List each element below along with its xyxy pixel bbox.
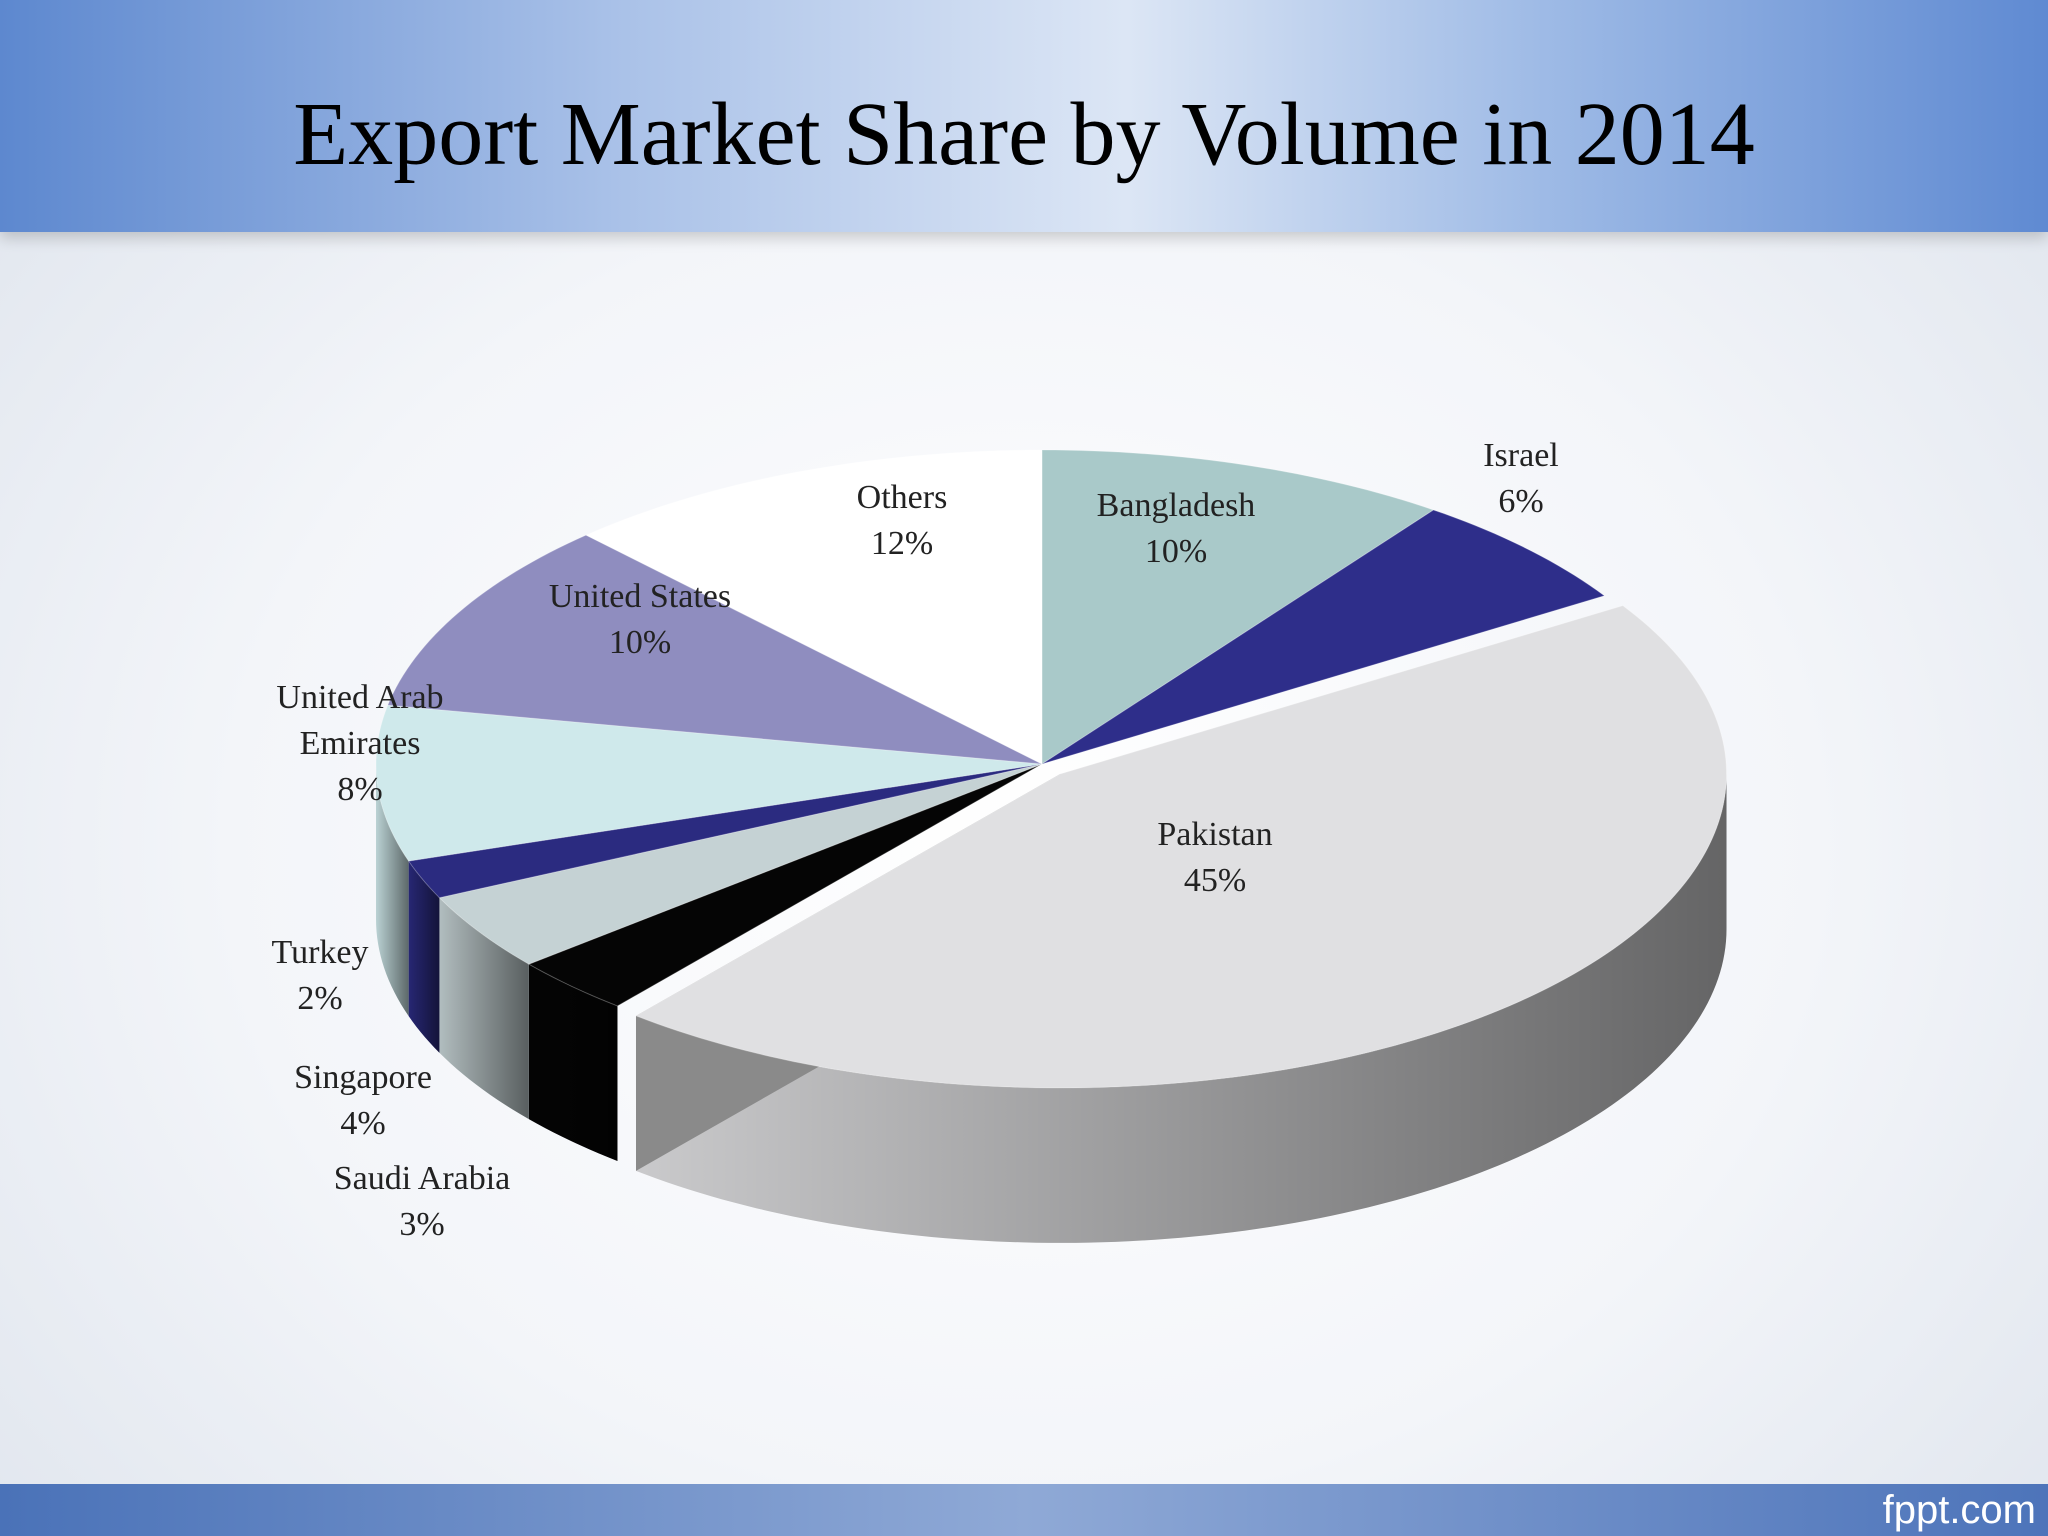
slice-label: Israel 6% [1391,433,1651,525]
slice-label: United Arab Emirates 8% [230,675,490,813]
category-label: United Arab Emirates [276,679,444,762]
slice-label: Singapore 4% [233,1055,493,1147]
slice [407,763,1043,899]
category-label: Israel [1483,437,1559,474]
category-label: Bangladesh [1096,487,1256,524]
slice-label: United States 10% [510,574,770,666]
value-label: 4% [340,1105,386,1142]
slice [438,763,1043,965]
chart-title: Export Market Share by Volume in 2014 [293,85,1755,184]
footer-band [0,1484,2048,1536]
slice-label: Bangladesh 10% [1046,483,1306,575]
header-band [0,0,2048,232]
value-label: 6% [1498,483,1544,520]
category-label: Singapore [294,1059,432,1096]
value-label: 10% [608,624,672,661]
category-label: Others [856,479,948,516]
value-label: 2% [297,980,343,1017]
category-label: Saudi Arabia [333,1160,511,1197]
slice-side-shade [439,897,529,1120]
category-label: Turkey [271,934,369,971]
slice [634,605,1728,1089]
value-label: 3% [399,1206,445,1243]
category-label: United States [548,578,732,615]
slice [1041,449,1435,765]
value-label: 10% [1144,533,1208,570]
slice [387,534,1043,765]
slice-side-shade [376,764,409,1017]
value-label: 8% [337,771,383,808]
value-label: 12% [870,525,934,562]
value-label: 45% [1183,862,1247,899]
slice-label: Others 12% [772,475,1032,567]
slice-side-shade [528,964,618,1161]
slice-side-shade [408,861,440,1053]
slice [1041,509,1606,765]
slice-label: Turkey 2% [190,930,450,1022]
slice-label: Saudi Arabia 3% [292,1156,552,1248]
slice [584,449,1043,765]
slice-label: Pakistan 45% [1085,812,1345,904]
footer-text: fppt.com [1882,1488,2036,1532]
slice-side-shade [635,773,1727,1243]
slice [375,704,1043,862]
slice [527,763,1043,1007]
category-label: Pakistan [1157,816,1273,853]
